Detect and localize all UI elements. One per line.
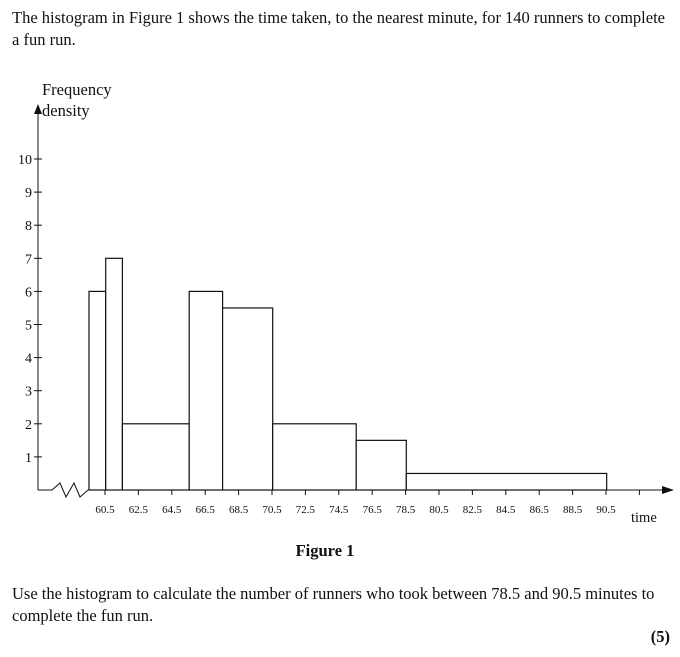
x-axis-break — [38, 481, 89, 499]
y-tick-label: 6 — [25, 285, 32, 300]
y-tick-label: 4 — [25, 352, 32, 367]
figure-caption: Figure 1 — [295, 541, 355, 560]
marks-label: (5) — [650, 627, 670, 646]
x-tick-label: 90.5 — [596, 504, 616, 516]
y-tick-label: 7 — [25, 252, 32, 267]
histogram-bar — [355, 439, 407, 491]
x-tick-label: 88.5 — [563, 504, 583, 516]
y-axis-label-line2: density — [42, 101, 90, 120]
y-ticks: 1 2 3 4 5 6 7 8 9 10 — [18, 153, 42, 466]
y-axis-arrow — [34, 104, 42, 114]
histogram-bar — [405, 472, 608, 491]
histogram-bar — [222, 307, 274, 491]
x-tick-label: 78.5 — [396, 504, 416, 516]
y-tick-label: 9 — [25, 186, 32, 201]
x-tick-label: 74.5 — [329, 504, 349, 516]
histogram-bars — [88, 257, 608, 491]
x-axis-arrow — [662, 486, 674, 494]
y-tick-label: 5 — [25, 319, 32, 334]
y-tick-label: 1 — [25, 451, 32, 466]
x-tick-label: 80.5 — [429, 504, 449, 516]
x-tick-label: 60.5 — [95, 504, 115, 516]
x-axis-label: time — [631, 510, 657, 526]
x-tick-label: 70.5 — [262, 504, 282, 516]
x-tick-label: 64.5 — [162, 504, 182, 516]
intro-text: The histogram in Figure 1 shows the time… — [12, 8, 665, 49]
histogram-chart: 1 2 3 4 5 6 7 8 9 10 60.5 62.5 64.5 66.5 68.5 70.5 72.5… — [18, 80, 674, 526]
histogram-bar — [105, 257, 123, 491]
histogram-bar — [88, 290, 107, 491]
y-tick-label: 3 — [25, 385, 32, 400]
y-tick-label: 8 — [25, 219, 32, 234]
x-ticks: 60.5 62.5 64.5 66.5 68.5 70.5 72.5 74.5 76.5 78.5… — [95, 490, 640, 516]
histogram-bar — [188, 290, 224, 491]
y-axis-label-line1: Frequency — [42, 80, 112, 99]
y-tick-label: 2 — [25, 418, 32, 433]
x-tick-label: 84.5 — [496, 504, 516, 516]
histogram-bar — [121, 423, 190, 491]
question-text: Use the histogram to calculate the numbe… — [12, 584, 655, 625]
x-tick-label: 82.5 — [463, 504, 483, 516]
x-tick-label: 68.5 — [229, 504, 249, 516]
histogram-bar — [272, 423, 357, 491]
x-tick-label: 76.5 — [363, 504, 383, 516]
x-tick-label: 62.5 — [129, 504, 149, 516]
x-tick-label: 66.5 — [196, 504, 216, 516]
x-tick-label: 86.5 — [530, 504, 550, 516]
y-tick-label: 10 — [18, 153, 32, 168]
x-tick-label: 72.5 — [296, 504, 316, 516]
